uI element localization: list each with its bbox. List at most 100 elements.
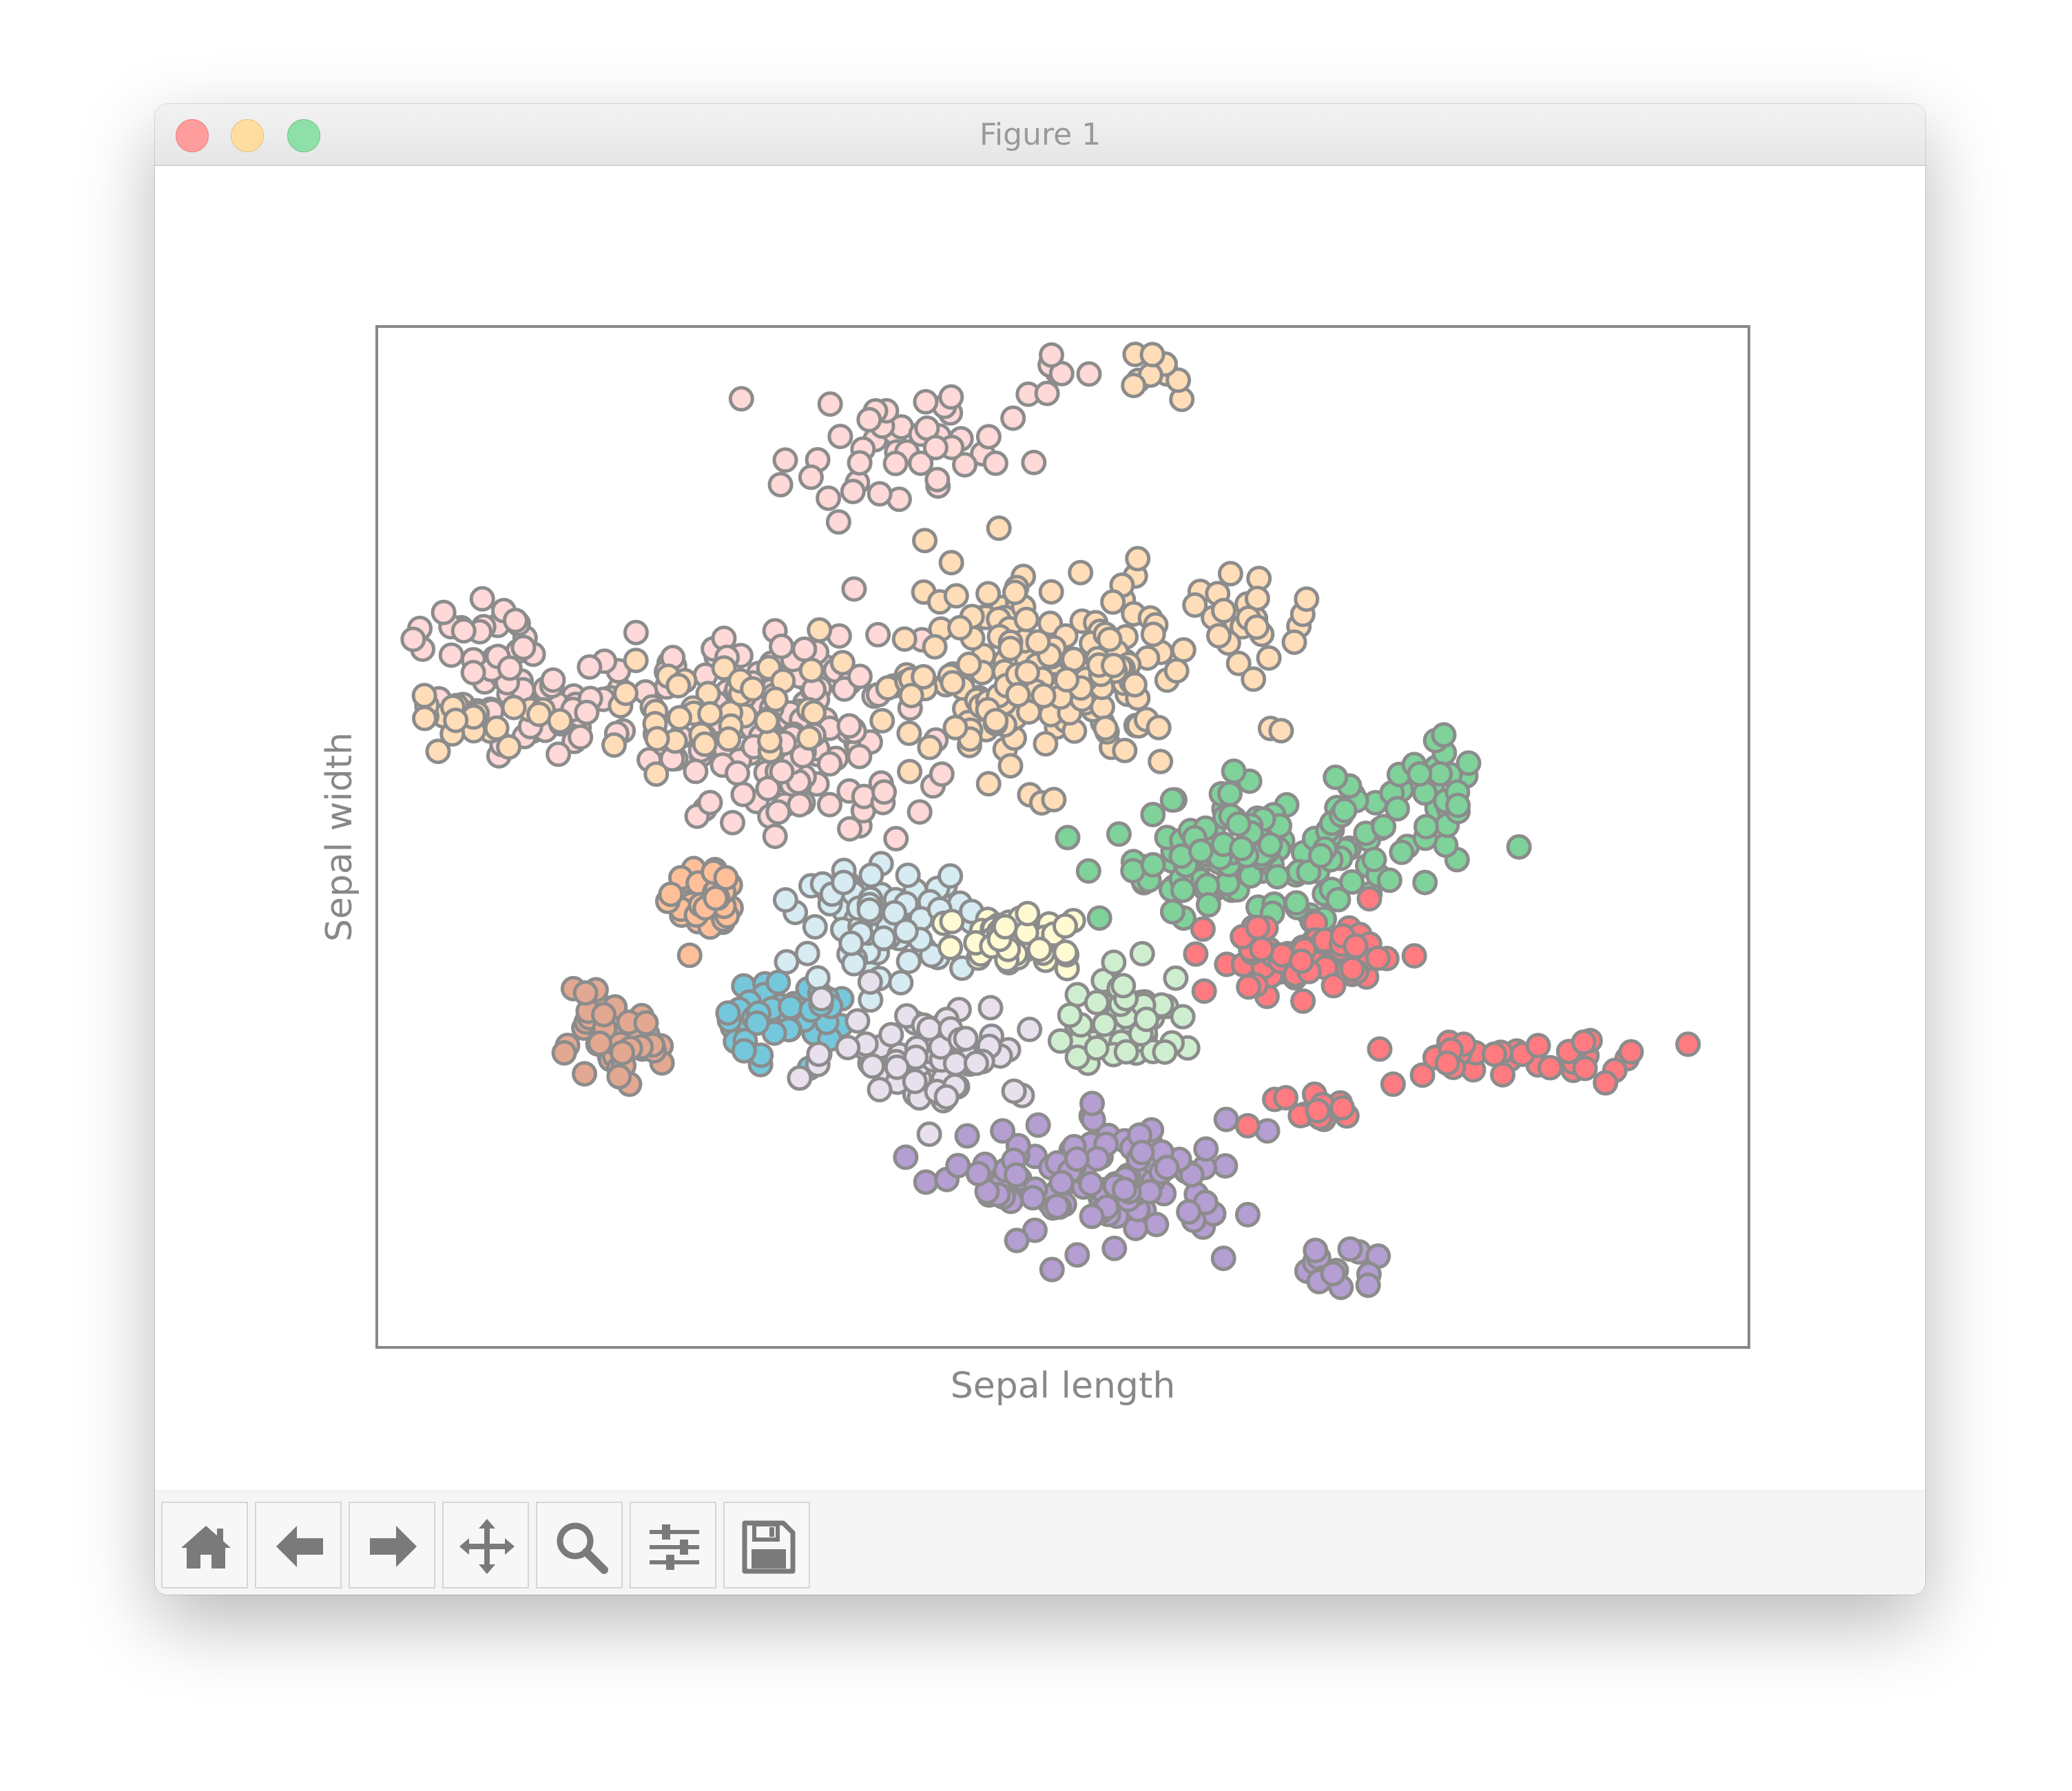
scatter-point xyxy=(1572,1055,1598,1081)
scatter-point xyxy=(1038,579,1064,605)
scatter-point xyxy=(1004,1228,1030,1254)
scatter-point xyxy=(1053,913,1078,939)
scatter-point xyxy=(1249,936,1275,962)
scatter-point xyxy=(1273,1085,1299,1111)
scatter-point xyxy=(1003,1162,1029,1188)
scatter-point xyxy=(1079,1203,1105,1230)
scatter-point xyxy=(922,435,949,461)
scatter-point xyxy=(1097,626,1123,652)
scatter-point xyxy=(1195,892,1221,918)
scatter-point xyxy=(1389,839,1415,865)
scatter-point xyxy=(858,862,884,889)
scatter-point xyxy=(933,1084,960,1110)
scatter-point xyxy=(755,776,781,802)
scatter-point xyxy=(940,670,966,696)
scatter-point xyxy=(1075,858,1101,884)
scatter-point xyxy=(882,451,909,477)
scatter-point xyxy=(1084,1035,1110,1061)
scatter-point xyxy=(1053,940,1079,965)
scatter-point xyxy=(767,472,794,498)
scatter-point xyxy=(963,1050,989,1076)
home-button[interactable] xyxy=(161,1502,248,1588)
scatter-point xyxy=(667,705,692,731)
scatter-point xyxy=(837,816,863,842)
scatter-point xyxy=(878,1022,904,1048)
scatter-point xyxy=(1125,546,1151,572)
scatter-point xyxy=(774,949,800,975)
scatter-point xyxy=(697,789,723,816)
save-button[interactable] xyxy=(723,1502,810,1588)
scatter-point xyxy=(945,1152,971,1179)
scatter-point xyxy=(1329,1095,1356,1121)
scatter-point xyxy=(496,734,522,760)
scatter-point xyxy=(1593,1070,1619,1096)
scatter-point xyxy=(829,650,856,676)
scatter-point xyxy=(911,664,937,690)
scatter-point xyxy=(990,1118,1016,1144)
zoom-button[interactable] xyxy=(536,1502,623,1588)
scatter-point xyxy=(796,725,822,751)
scatter-plot[interactable]: Sepal length Sepal width xyxy=(155,166,1925,1490)
scatter-point xyxy=(772,447,798,473)
scatter-point xyxy=(1212,1153,1239,1179)
scatter-point xyxy=(835,1035,861,1061)
scatter-point xyxy=(840,479,866,504)
scatter-point xyxy=(798,464,824,490)
move-icon xyxy=(459,1519,515,1574)
scatter-point xyxy=(884,1054,910,1080)
scatter-point xyxy=(982,451,1008,476)
scatter-point xyxy=(1015,659,1040,685)
scatter-point xyxy=(676,942,703,969)
scatter-point xyxy=(845,1008,871,1034)
forward-button[interactable] xyxy=(349,1502,435,1588)
scatter-point xyxy=(1001,1078,1027,1104)
back-button[interactable] xyxy=(255,1502,342,1588)
scatter-point xyxy=(1079,1090,1105,1117)
scatter-point xyxy=(1129,941,1155,966)
scatter-point xyxy=(1221,758,1247,785)
scatter-point xyxy=(1241,666,1267,692)
figure-canvas[interactable]: Sepal length Sepal width xyxy=(155,166,1925,1490)
floppy-disk-icon xyxy=(742,1520,796,1574)
scatter-point xyxy=(942,714,968,741)
scatter-point xyxy=(1101,652,1126,679)
pan-button[interactable] xyxy=(442,1502,529,1588)
scatter-point xyxy=(1339,956,1365,982)
scatter-point xyxy=(1039,342,1064,368)
scatter-point xyxy=(938,550,964,576)
scatter-point xyxy=(1225,811,1252,837)
home-icon xyxy=(181,1526,231,1569)
scatter-point xyxy=(937,863,964,889)
scatter-point xyxy=(1154,1155,1180,1181)
close-button[interactable] xyxy=(176,119,209,152)
scatter-point xyxy=(857,969,883,995)
maximize-button[interactable] xyxy=(287,119,320,152)
scatter-point xyxy=(501,694,527,721)
scatter-point xyxy=(1814,1050,1836,1072)
configure-subplots-button[interactable] xyxy=(630,1502,716,1588)
scatter-point xyxy=(1445,792,1471,818)
scatter-point xyxy=(1121,672,1148,698)
scatter-point xyxy=(1427,760,1453,787)
title-bar[interactable]: Figure 1 xyxy=(155,104,1925,166)
scatter-point xyxy=(916,1015,942,1042)
scatter-point xyxy=(1281,629,1307,655)
scatter-point xyxy=(1455,750,1482,776)
scatter-point xyxy=(1057,1002,1083,1028)
minimize-button[interactable] xyxy=(231,119,264,152)
scatter-point xyxy=(572,1061,597,1087)
scatter-point xyxy=(740,676,766,702)
scatter-point xyxy=(1064,1242,1090,1268)
scatter-point xyxy=(1571,1029,1597,1055)
scatter-point xyxy=(997,635,1024,661)
scatter-point xyxy=(1412,869,1438,896)
scatter-point xyxy=(1380,1071,1406,1097)
scatter-point xyxy=(1092,715,1119,741)
scatter-point xyxy=(1113,1039,1139,1065)
scatter-point xyxy=(1675,1031,1701,1057)
scatter-point xyxy=(929,761,955,787)
scatter-point xyxy=(1143,1212,1170,1238)
scatter-point xyxy=(1365,945,1391,971)
scatter-point xyxy=(1407,761,1433,787)
scatter-point xyxy=(1385,796,1410,822)
